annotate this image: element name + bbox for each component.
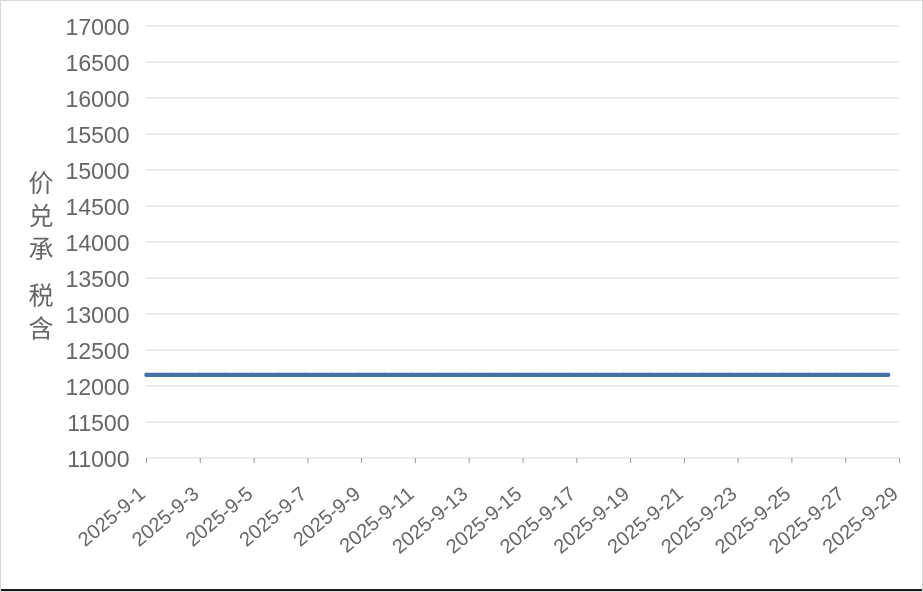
svg-text:11000: 11000 — [67, 446, 129, 472]
svg-text:17000: 17000 — [66, 14, 130, 40]
svg-text:12000: 12000 — [66, 374, 130, 400]
svg-text:12500: 12500 — [66, 338, 130, 364]
svg-text:14500: 14500 — [66, 194, 130, 220]
svg-text:13500: 13500 — [66, 266, 130, 292]
svg-text:13000: 13000 — [66, 302, 130, 328]
svg-text:15000: 15000 — [66, 158, 130, 184]
svg-text:11500: 11500 — [67, 410, 129, 436]
svg-text:14000: 14000 — [66, 230, 130, 256]
svg-text:16500: 16500 — [66, 50, 130, 76]
svg-text:16000: 16000 — [66, 86, 130, 112]
svg-text:15500: 15500 — [66, 122, 130, 148]
